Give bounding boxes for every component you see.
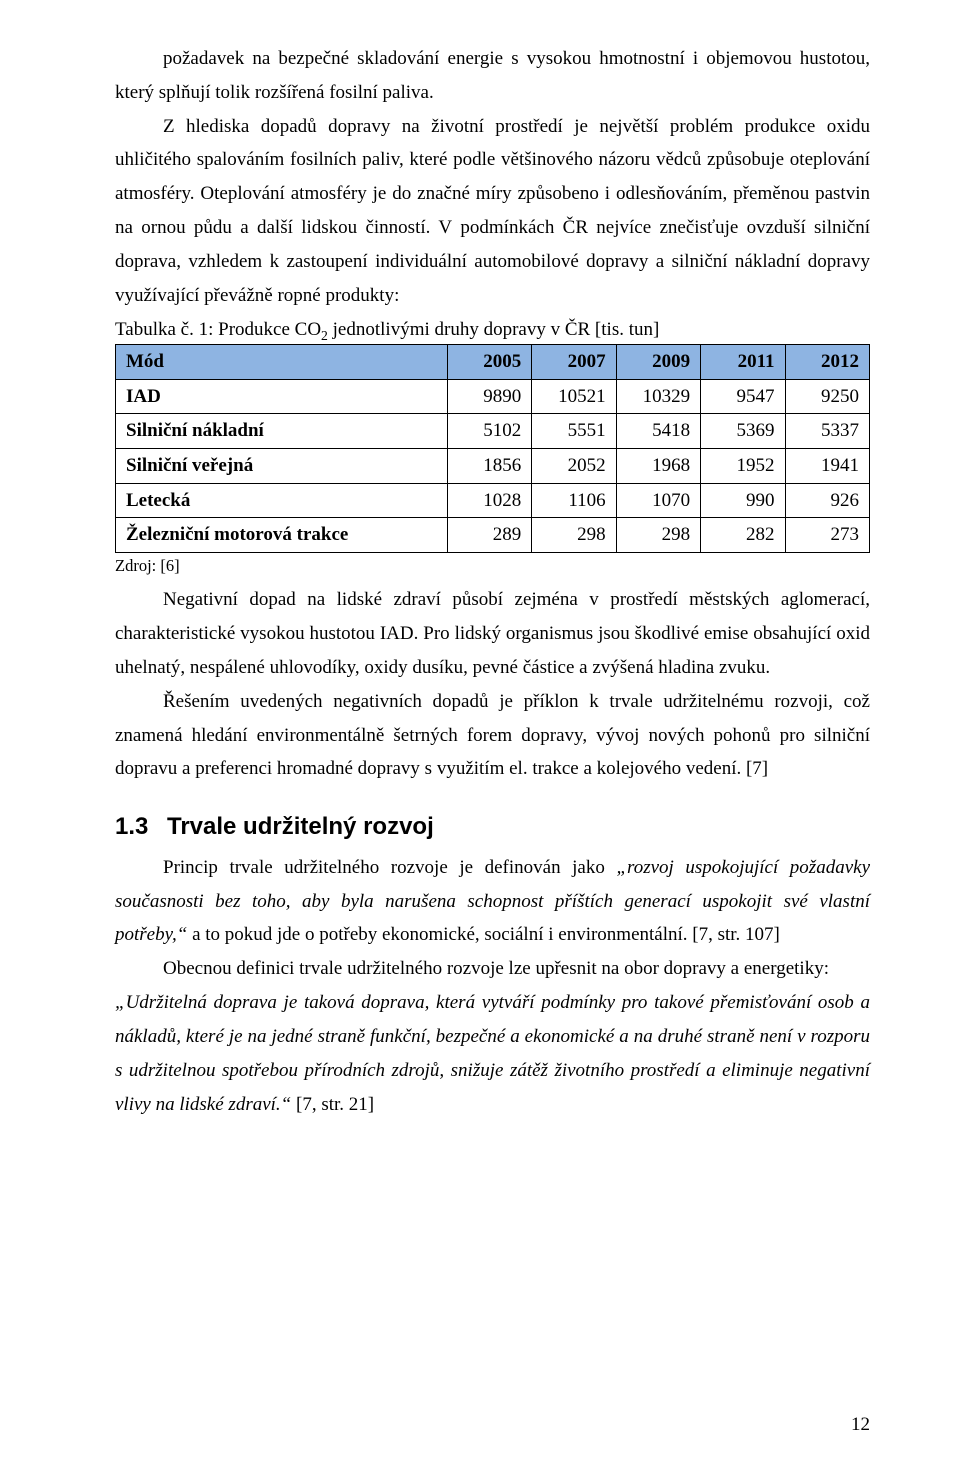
table-row: Železniční motorová trakce 289 298 298 2… bbox=[116, 518, 870, 553]
table-cell: 5369 bbox=[701, 414, 785, 449]
table-cell: 1028 bbox=[447, 483, 531, 518]
text-run: Princip trvale udržitelného rozvoje je d… bbox=[163, 857, 616, 878]
table-cell: 9890 bbox=[447, 379, 531, 414]
section-number: 1.3 bbox=[115, 806, 167, 849]
co2-subscript: 2 bbox=[321, 327, 328, 342]
co2-production-table: Mód 2005 2007 2009 2011 2012 IAD 9890 10… bbox=[115, 344, 870, 553]
table-header-cell: 2009 bbox=[616, 345, 700, 380]
table-cell: 1070 bbox=[616, 483, 700, 518]
section-title: Trvale udržitelný rozvoj bbox=[167, 813, 434, 840]
document-page: požadavek na bezpečné skladování energie… bbox=[0, 0, 960, 1474]
table-cell: 273 bbox=[785, 518, 869, 553]
table-header-cell: 2007 bbox=[532, 345, 616, 380]
block-quote-paragraph: „Udržitelná doprava je taková doprava, k… bbox=[115, 986, 870, 1121]
table-cell: 1856 bbox=[447, 449, 531, 484]
caption-text-b: jednotlivými druhy dopravy v ČR [tis. tu… bbox=[328, 319, 659, 340]
table-caption: Tabulka č. 1: Produkce CO2 jednotlivými … bbox=[115, 317, 870, 343]
table-cell: 1952 bbox=[701, 449, 785, 484]
table-cell: 2052 bbox=[532, 449, 616, 484]
body-text-block: požadavek na bezpečné skladování energie… bbox=[115, 42, 870, 1121]
table-header-cell: Mód bbox=[116, 345, 448, 380]
paragraph: Obecnou definici trvale udržitelného roz… bbox=[115, 952, 870, 986]
table-row: IAD 9890 10521 10329 9547 9250 bbox=[116, 379, 870, 414]
table-header-cell: 2005 bbox=[447, 345, 531, 380]
table-cell-label: Silniční veřejná bbox=[116, 449, 448, 484]
table-cell: 1968 bbox=[616, 449, 700, 484]
table-cell: 289 bbox=[447, 518, 531, 553]
table-cell-label: Silniční nákladní bbox=[116, 414, 448, 449]
table-cell: 990 bbox=[701, 483, 785, 518]
table-cell: 10329 bbox=[616, 379, 700, 414]
citation: [7, str. 21] bbox=[291, 1094, 374, 1115]
page-number: 12 bbox=[851, 1414, 870, 1436]
text-run: a to pokud jde o potřeby ekonomické, soc… bbox=[187, 924, 780, 945]
table-cell: 9547 bbox=[701, 379, 785, 414]
table-row: Silniční nákladní 5102 5551 5418 5369 53… bbox=[116, 414, 870, 449]
table-cell: 10521 bbox=[532, 379, 616, 414]
paragraph: Řešením uvedených negativních dopadů je … bbox=[115, 685, 870, 786]
paragraph: Z hlediska dopadů dopravy na životní pro… bbox=[115, 110, 870, 313]
caption-text-a: Tabulka č. 1: Produkce CO bbox=[115, 319, 321, 340]
table-row: Silniční veřejná 1856 2052 1968 1952 194… bbox=[116, 449, 870, 484]
table-cell-label: Železniční motorová trakce bbox=[116, 518, 448, 553]
table-cell: 5551 bbox=[532, 414, 616, 449]
table-cell-label: Letecká bbox=[116, 483, 448, 518]
table-header-row: Mód 2005 2007 2009 2011 2012 bbox=[116, 345, 870, 380]
table-cell: 1106 bbox=[532, 483, 616, 518]
table-cell: 9250 bbox=[785, 379, 869, 414]
table-cell-label: IAD bbox=[116, 379, 448, 414]
table-cell: 298 bbox=[616, 518, 700, 553]
paragraph: Princip trvale udržitelného rozvoje je d… bbox=[115, 851, 870, 952]
table-header-cell: 2012 bbox=[785, 345, 869, 380]
quote-text: „Udržitelná doprava je taková doprava, k… bbox=[115, 992, 870, 1114]
table-source: Zdroj: [6] bbox=[115, 555, 870, 577]
table-cell: 926 bbox=[785, 483, 869, 518]
table-header-cell: 2011 bbox=[701, 345, 785, 380]
table-cell: 5102 bbox=[447, 414, 531, 449]
table-row: Letecká 1028 1106 1070 990 926 bbox=[116, 483, 870, 518]
section-heading: 1.3Trvale udržitelný rozvoj bbox=[115, 806, 870, 849]
table-cell: 5418 bbox=[616, 414, 700, 449]
table-cell: 282 bbox=[701, 518, 785, 553]
table-cell: 1941 bbox=[785, 449, 869, 484]
paragraph-continuation: požadavek na bezpečné skladování energie… bbox=[115, 42, 870, 110]
table-cell: 5337 bbox=[785, 414, 869, 449]
paragraph: Negativní dopad na lidské zdraví působí … bbox=[115, 583, 870, 684]
table-cell: 298 bbox=[532, 518, 616, 553]
